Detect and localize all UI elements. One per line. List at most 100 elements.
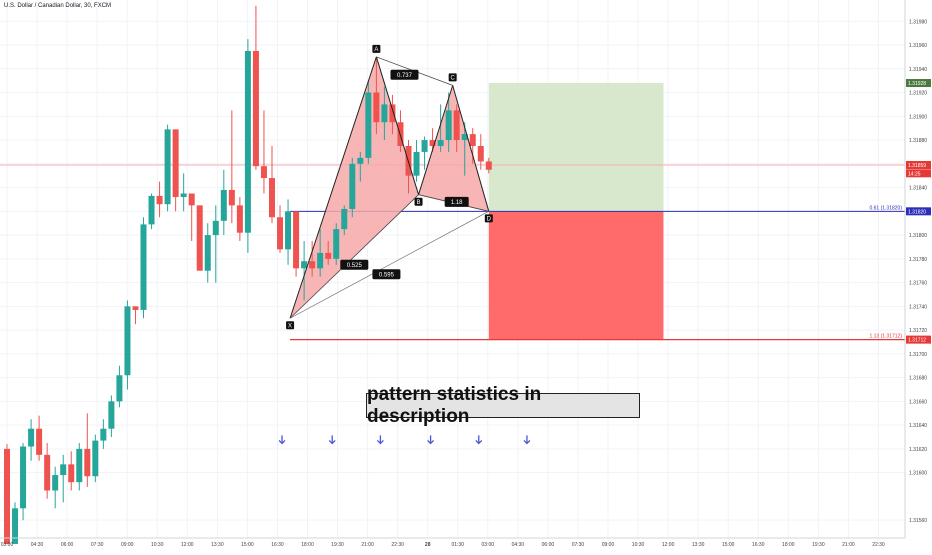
y-tick-label: 1.31980: [909, 19, 927, 25]
price-label-box: [906, 335, 931, 344]
ratio-label: 1.18: [444, 196, 469, 207]
pattern-leg-cd: [452, 85, 490, 212]
pattern-triangle-bcd: [418, 85, 489, 212]
candle: [148, 195, 155, 225]
x-tick-label: 18:00: [782, 542, 795, 548]
ratio-label-box: [372, 269, 401, 280]
candle: [357, 157, 364, 164]
candle: [268, 178, 275, 218]
candle: [277, 217, 284, 250]
x-tick-label: 03:00: [1, 542, 14, 548]
candle: [28, 428, 35, 447]
down-arrow-icon: [278, 435, 286, 445]
candle: [116, 375, 123, 402]
stop-zone: [488, 211, 664, 340]
arrow-head: [427, 439, 435, 445]
y-tick-label: 1.31880: [909, 138, 927, 144]
annotation-box: pattern statistics in description: [366, 384, 640, 427]
pattern-point-label: D: [487, 217, 492, 223]
y-tick-label: 1.31840: [909, 186, 927, 192]
candle: [172, 129, 179, 198]
target-zone: [488, 83, 664, 212]
pattern-point-box: [372, 44, 381, 53]
price-label-box: [906, 79, 931, 88]
candle: [68, 464, 75, 483]
x-tick-label: 19:30: [331, 542, 344, 548]
x-tick-label: 10:30: [151, 542, 164, 548]
x-tick-label: 12:00: [662, 542, 675, 548]
candle: [485, 161, 492, 170]
candle: [4, 448, 10, 544]
candle: [309, 261, 316, 269]
pattern-point-label: B: [417, 200, 421, 206]
candle: [180, 193, 187, 198]
x-tick-label: 06:00: [61, 542, 74, 548]
y-tick-label: 1.31760: [909, 281, 927, 287]
x-tick-label: 15:00: [241, 542, 254, 548]
x-tick-label: 07:30: [572, 542, 585, 548]
chart-title: U.S. Dollar / Canadian Dollar, 30, FXCM: [4, 3, 112, 9]
candle: [100, 428, 107, 441]
x-tick-label: 04:30: [31, 542, 44, 548]
x-tick-label: 21:00: [842, 542, 855, 548]
ratio-label-box: [390, 69, 419, 80]
pattern-line-xb: [289, 194, 419, 319]
y-tick-label: 1.31780: [909, 257, 927, 263]
ratio-label-text: 0.595: [379, 273, 395, 279]
candle: [453, 110, 460, 141]
candle: [437, 140, 444, 146]
candle: [333, 229, 340, 259]
x-tick-label: 13:30: [211, 542, 224, 548]
pattern-point-d: D: [484, 214, 493, 223]
candle: [317, 252, 324, 269]
candle: [228, 189, 235, 206]
x-tick-label: 18:00: [301, 542, 314, 548]
pattern-point-x: X: [286, 321, 295, 330]
x-tick-label: 16:30: [752, 542, 765, 548]
candle: [293, 211, 300, 269]
candle: [477, 145, 484, 162]
x-tick-label: 13:30: [692, 542, 705, 548]
y-tick-label: 1.31740: [909, 304, 927, 310]
candle: [212, 220, 219, 236]
candle: [461, 134, 468, 141]
candle: [381, 104, 388, 123]
pattern-point-box: [484, 214, 493, 223]
arrow-head: [475, 439, 483, 445]
arrow-head: [328, 439, 336, 445]
candle: [76, 448, 83, 483]
y-tick-label: 1.31660: [909, 399, 927, 405]
y-tick-label: 1.31680: [909, 376, 927, 382]
pattern-point-a: A: [372, 44, 381, 53]
arrow-head: [523, 439, 531, 445]
x-tick-label: 09:00: [602, 542, 615, 548]
y-tick-label: 1.31600: [909, 471, 927, 477]
candle: [445, 110, 452, 141]
x-tick-label: 28: [425, 542, 431, 548]
pattern-leg-xa: [289, 56, 377, 319]
price-label: 1.31712: [906, 335, 931, 344]
price-label: 1.31928: [906, 79, 931, 88]
candle: [429, 140, 436, 146]
y-tick-label: 1.31940: [909, 67, 927, 73]
candle: [220, 189, 227, 221]
ratio-label-box: [444, 196, 469, 207]
pattern-point-box: [448, 73, 457, 82]
ratio-label: 0.595: [372, 269, 401, 280]
price-label-text: 1.31820: [908, 209, 926, 215]
price-label: 1.31820: [906, 207, 931, 216]
y-tick-label: 1.31800: [909, 233, 927, 239]
price-label-text: 14:25: [908, 171, 921, 177]
candle: [132, 306, 139, 310]
level-label: 0.61 (1.31820): [869, 205, 902, 211]
candle: [413, 151, 420, 176]
candle: [244, 50, 251, 233]
candle: [124, 306, 131, 376]
x-tick-label: 15:00: [722, 542, 735, 548]
y-tick-label: 1.31900: [909, 114, 927, 120]
arrow-head: [278, 439, 286, 445]
candle: [84, 448, 91, 477]
y-tick-label: 1.31620: [909, 447, 927, 453]
pattern-leg-ab: [375, 56, 420, 195]
